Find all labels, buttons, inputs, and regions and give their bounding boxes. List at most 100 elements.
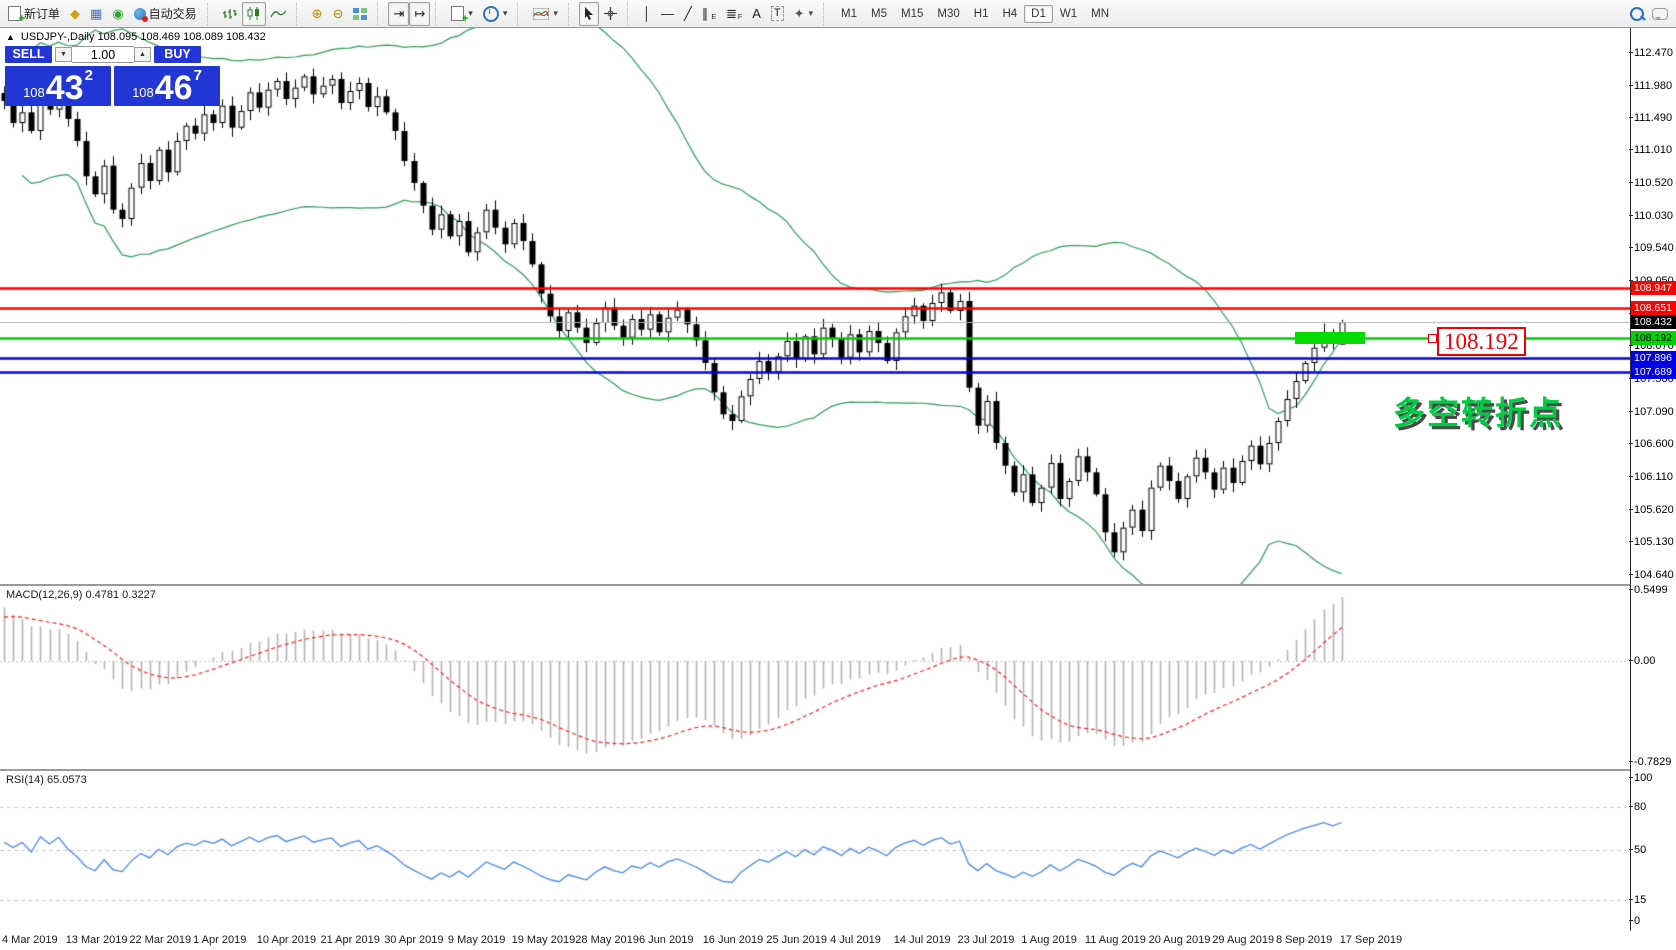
candlestick-chart-button[interactable] <box>241 1 266 26</box>
cursor-button[interactable] <box>578 1 599 26</box>
date-axis-label: 17 Sep 2019 <box>1339 934 1403 946</box>
toolbar-separator <box>435 2 441 25</box>
rsi-tick-label: 50 <box>1628 843 1647 856</box>
horizontal-line-icon: — <box>661 6 675 21</box>
zoom-in-icon: ⊕ <box>311 6 323 21</box>
date-axis-label: 16 Jun 2019 <box>702 934 764 946</box>
callout-anchor-handle[interactable] <box>1428 334 1437 343</box>
dropdown-caret-icon: ▾ <box>553 8 558 18</box>
line-chart-icon <box>270 10 286 18</box>
rsi-panel-canvas[interactable] <box>0 771 1630 931</box>
date-axis-label: 14 Jul 2019 <box>893 934 951 946</box>
channel-button[interactable]: ∥ E <box>701 6 717 21</box>
chart-shift-button[interactable]: ↦ <box>409 1 431 26</box>
arrows-tool-button[interactable]: ✦ ▾ <box>789 2 818 26</box>
signals-button[interactable]: ◉ <box>107 2 128 26</box>
label-tool-icon: T <box>770 6 784 21</box>
sell-price-box[interactable]: 108 43 2 <box>5 66 111 106</box>
bar-chart-button[interactable] <box>218 2 242 26</box>
tab-m15[interactable]: M15 <box>901 7 924 20</box>
vertical-line-button[interactable]: │ <box>638 2 656 26</box>
tab-h1[interactable]: H1 <box>973 7 989 20</box>
price-tick-label: 111.980 <box>1628 79 1673 92</box>
tab-w1[interactable]: W1 <box>1059 7 1078 20</box>
add-indicator-button[interactable]: ▾ <box>446 2 478 26</box>
dropdown-caret-icon: ▾ <box>502 8 508 18</box>
toolbar-separator <box>295 2 302 25</box>
tab-m5[interactable]: M5 <box>871 7 888 20</box>
price-tick-label: 109.540 <box>1629 242 1674 255</box>
market-depth-button[interactable]: ◆ <box>65 2 85 26</box>
tile-windows-button[interactable] <box>348 2 372 26</box>
periods-button[interactable]: ▾ <box>478 2 513 26</box>
crosshair-button[interactable] <box>599 2 622 26</box>
buy-price-pips: 46 <box>154 69 193 107</box>
date-axis-label: 10 Apr 2019 <box>256 934 317 946</box>
auto-scroll-button[interactable]: ⇥ <box>388 1 410 26</box>
toolbar-separator <box>206 2 213 25</box>
date-axis-label: 13 Mar 2019 <box>65 934 128 946</box>
new-order-button[interactable]: 新订单 <box>3 2 65 26</box>
text-tool-icon: A <box>752 6 761 21</box>
volume-increase-button[interactable]: ▲ <box>134 47 151 62</box>
symbol-ohlc-line: USDJPY-,Daily 108.095 108.469 108.089 10… <box>20 31 266 43</box>
date-axis-label: 21 Apr 2019 <box>320 934 380 946</box>
pane-separator[interactable] <box>0 584 1676 587</box>
pane-separator[interactable] <box>0 769 1676 772</box>
toolbar-group-chart-type <box>215 0 294 27</box>
terminal-button[interactable]: ▦ <box>85 2 107 26</box>
buy-price-box[interactable]: 108 46 7 <box>114 66 220 106</box>
toolbar-group-zoom: ⊕ ⊖ <box>304 0 376 27</box>
horizontal-line-button[interactable]: — <box>656 2 679 26</box>
tab-d1[interactable]: D1 <box>1024 4 1053 23</box>
tab-mn[interactable]: MN <box>1091 7 1110 20</box>
main-chart-canvas[interactable] <box>0 28 1630 584</box>
chat-icon[interactable] <box>1652 7 1668 20</box>
zoom-out-button[interactable]: ⊖ <box>328 2 349 26</box>
chinese-annotation[interactable]: 多空转折点 <box>1393 395 1564 431</box>
auto-trading-button[interactable]: 自动交易 <box>129 2 202 26</box>
price-tick-label: 111.010 <box>1628 144 1673 157</box>
search-icon[interactable] <box>1630 6 1644 21</box>
sell-price-pips: 43 <box>45 69 84 107</box>
toolbar-separator <box>567 2 574 25</box>
zoom-in-button[interactable]: ⊕ <box>307 2 328 26</box>
fibonacci-button[interactable]: ≣ F <box>726 6 743 21</box>
tab-m30[interactable]: M30 <box>937 7 960 20</box>
sell-button[interactable]: SELL <box>5 46 52 63</box>
tab-m1[interactable]: M1 <box>841 7 858 20</box>
toolbar-group-orders: 新订单 ◆ ▦ ◉ 自动交易 <box>0 0 205 27</box>
buy-price-figure: 108 <box>132 85 154 100</box>
buy-button[interactable]: BUY <box>154 46 201 63</box>
chart-title: ▲ USDJPY-,Daily 108.095 108.469 108.089 … <box>6 31 266 43</box>
price-line-badge-108.192: 108.192 <box>1631 331 1676 346</box>
indicator-list-button[interactable]: ▾ <box>528 2 563 26</box>
volume-decrease-button[interactable]: ▼ <box>55 47 72 62</box>
toolbar-separator <box>377 2 383 25</box>
buy-price-point: 7 <box>193 67 202 84</box>
date-axis-label: 23 Jul 2019 <box>957 934 1015 946</box>
tab-h4[interactable]: H4 <box>1002 7 1018 20</box>
zoom-out-icon: ⊖ <box>332 6 344 21</box>
dropdown-caret-icon: ▾ <box>808 8 814 18</box>
channel-icon: ∥ <box>701 6 709 21</box>
green-highlight-segment[interactable] <box>1295 332 1365 344</box>
label-tool-button[interactable]: T <box>766 2 789 26</box>
price-callout-label[interactable]: 108.192 <box>1437 327 1526 356</box>
collapse-panel-icon[interactable]: ▲ <box>6 32 15 42</box>
line-chart-button[interactable] <box>266 2 291 26</box>
macd-tick-label: 0.5499 <box>1629 583 1668 596</box>
text-tool-button[interactable]: A <box>747 2 766 26</box>
toolbar-group-scroll: ⇥ ↦ <box>385 0 433 27</box>
price-tick-label: 110.030 <box>1629 209 1673 222</box>
date-axis-label: 4 Jul 2019 <box>830 934 881 946</box>
macd-panel-canvas[interactable] <box>0 586 1630 769</box>
bar-chart-icon <box>222 9 237 19</box>
price-tick-label: 110.520 <box>1629 177 1673 189</box>
trendline-button[interactable]: ╱ <box>679 2 697 26</box>
price-line-badge-107.896: 107.896 <box>1631 350 1676 365</box>
toolbar-separator <box>823 2 829 25</box>
date-axis-label: 6 Jun 2019 <box>639 934 694 946</box>
rsi-label: RSI(14) 65.0573 <box>6 774 87 786</box>
volume-input[interactable] <box>72 46 134 63</box>
